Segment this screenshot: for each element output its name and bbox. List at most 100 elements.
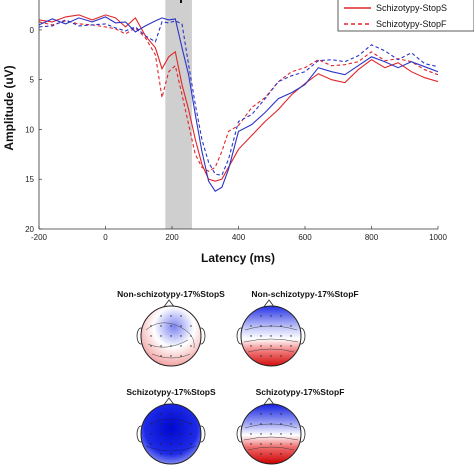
electrode-dot	[180, 413, 182, 415]
electrode-dot	[260, 443, 262, 445]
electrode-dot	[170, 325, 172, 327]
electrode-dot	[170, 315, 172, 317]
electrode-dot	[150, 433, 152, 435]
electrode-dot	[160, 315, 162, 317]
x-tick-label: 400	[232, 233, 246, 242]
electrode-dot	[270, 325, 272, 327]
electrode-dot	[280, 335, 282, 337]
electrode-dot	[150, 423, 152, 425]
electrode-dot	[170, 433, 172, 435]
x-tick-label: -200	[31, 233, 48, 242]
electrode-dot	[160, 335, 162, 337]
electrode-dot	[170, 335, 172, 337]
legend: Schizotypy-StopS Schizotypy-StopF	[337, 0, 474, 32]
y-tick-label: 15	[25, 175, 34, 184]
electrode-dot	[270, 443, 272, 445]
electrode-dot	[280, 355, 282, 357]
topo-title-4: Schizotypy-17%StopF	[256, 387, 345, 397]
electrode-dot	[250, 325, 252, 327]
electrode-dot	[190, 325, 192, 327]
electrode-dot	[180, 423, 182, 425]
electrode-dot	[270, 315, 272, 317]
erp-line-chart: -200 0 200 400 600 800 1000 0 5 10 15 20 Latency (…	[2, 0, 474, 265]
electrode-dot	[180, 355, 182, 357]
y-tick-label: 5	[30, 76, 35, 85]
electrode-dot	[180, 315, 182, 317]
electrode-dot	[150, 345, 152, 347]
topomaps: Non-schizotypy-17%StopS Non-schizotypy-1…	[117, 289, 359, 465]
electrode-dot	[160, 345, 162, 347]
y-ticks: 0 5 10 15 20	[25, 26, 42, 234]
x-tick-label: 200	[165, 233, 179, 242]
electrode-dot	[270, 413, 272, 415]
electrode-dot	[150, 443, 152, 445]
electrode-dot	[270, 345, 272, 347]
electrode-dot	[280, 413, 282, 415]
electrode-dot	[170, 453, 172, 455]
electrode-dot	[250, 443, 252, 445]
electrode-dot	[270, 453, 272, 455]
electrode-dot	[280, 453, 282, 455]
topo-title-2: Non-schizotypy-17%StopF	[251, 289, 358, 299]
electrode-dot	[180, 433, 182, 435]
electrode-dot	[190, 423, 192, 425]
electrode-dot	[290, 335, 292, 337]
electrode-dot	[290, 443, 292, 445]
x-axis-label: Latency (ms)	[201, 251, 275, 265]
series-line-2	[39, 16, 438, 192]
electrode-dot	[280, 325, 282, 327]
electrode-dot	[160, 325, 162, 327]
legend-label-stopf: Schizotypy-StopF	[376, 19, 447, 29]
electrode-dots	[150, 315, 292, 455]
series-line-0	[39, 14, 438, 182]
electrode-dot	[290, 423, 292, 425]
electrode-dot	[290, 325, 292, 327]
electrode-dot	[160, 423, 162, 425]
series-line-3	[39, 19, 438, 176]
electrode-dot	[250, 433, 252, 435]
x-tick-label: 1000	[429, 233, 447, 242]
electrode-dot	[180, 345, 182, 347]
electrode-dot	[180, 325, 182, 327]
electrode-dot	[290, 345, 292, 347]
electrode-dot	[170, 345, 172, 347]
electrode-dot	[190, 433, 192, 435]
electrode-dot	[160, 413, 162, 415]
y-axis-label: Amplitude (uV)	[2, 65, 16, 150]
electrode-dot	[190, 335, 192, 337]
electrode-dot	[170, 355, 172, 357]
electrode-dot	[250, 345, 252, 347]
topo-title-1: Non-schizotypy-17%StopS	[117, 289, 225, 299]
x-tick-label: 0	[103, 233, 108, 242]
electrode-dot	[260, 453, 262, 455]
electrode-dot	[260, 423, 262, 425]
x-tick-label: 800	[365, 233, 379, 242]
electrode-dot	[260, 355, 262, 357]
highlight-window	[165, 0, 192, 229]
electrode-dot	[260, 315, 262, 317]
series-line-1	[39, 20, 438, 172]
electrode-dot	[150, 335, 152, 337]
x-tick-label: 600	[298, 233, 312, 242]
electrode-dot	[190, 345, 192, 347]
y-tick-label: 0	[30, 26, 35, 35]
electrode-dot	[180, 335, 182, 337]
electrode-dot	[270, 423, 272, 425]
electrode-dot	[160, 355, 162, 357]
topo-title-3: Schizotypy-17%StopS	[126, 387, 216, 397]
electrode-dot	[280, 315, 282, 317]
electrode-dot	[180, 443, 182, 445]
electrode-dot	[270, 355, 272, 357]
electrode-dot	[160, 443, 162, 445]
x-ticks: -200 0 200 400 600 800 1000	[31, 226, 447, 242]
electrode-dot	[190, 443, 192, 445]
electrode-dot	[160, 453, 162, 455]
electrode-dot	[260, 413, 262, 415]
electrode-dot	[150, 325, 152, 327]
electrode-dot	[260, 335, 262, 337]
electrode-dot	[250, 423, 252, 425]
electrode-dot	[180, 453, 182, 455]
electrode-dot	[290, 433, 292, 435]
electrode-dot	[170, 443, 172, 445]
